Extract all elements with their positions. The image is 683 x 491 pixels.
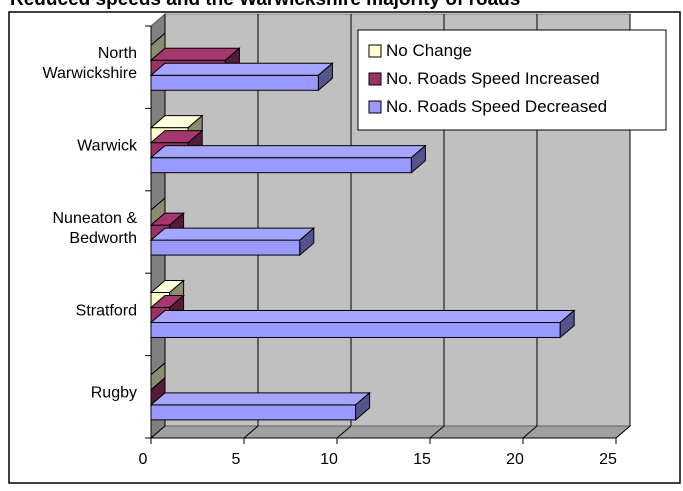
bar-0-2-side bbox=[317, 62, 333, 92]
bar-4-2-front bbox=[150, 404, 357, 421]
x-tick-label-0: 0 bbox=[139, 451, 148, 468]
chart-title: Reduced speeds and the Warwickshire majo… bbox=[10, 0, 520, 11]
bar-0-2 bbox=[149, 62, 334, 92]
x-tick-label-2: 10 bbox=[320, 451, 338, 468]
bar-0-1-top bbox=[149, 47, 241, 61]
bar-1-2 bbox=[149, 144, 427, 174]
bar-0-2-front bbox=[150, 74, 319, 91]
bar-3-2-front bbox=[150, 321, 561, 338]
gridline-floor-3 bbox=[429, 425, 445, 439]
x-tick-label-4: 20 bbox=[506, 451, 524, 468]
legend: No Change No. Roads Speed Increased No. Ro… bbox=[357, 29, 667, 131]
gridline-floor-2 bbox=[336, 425, 352, 439]
chart-border bbox=[8, 11, 681, 484]
x-tick-label-5: 25 bbox=[599, 451, 617, 468]
gridline-floor-1 bbox=[243, 425, 259, 439]
bar-3-2 bbox=[149, 309, 576, 339]
legend-swatch-2 bbox=[368, 100, 382, 114]
bar-4-2-side bbox=[355, 391, 371, 421]
legend-swatch-0 bbox=[368, 44, 382, 58]
plot-floor bbox=[149, 425, 632, 439]
bar-1-2-side bbox=[410, 144, 426, 174]
gridline-floor-5 bbox=[615, 425, 631, 439]
legend-swatch-1 bbox=[368, 72, 382, 86]
bar-2-2-side bbox=[299, 226, 315, 257]
legend-label-2: No. Roads Speed Decreased bbox=[386, 97, 607, 116]
y-category-label-2: Nuneaton & Bedworth bbox=[52, 210, 137, 247]
gridline-floor-0 bbox=[150, 425, 166, 439]
y-category-label-0: North Warwickshire bbox=[42, 45, 137, 82]
gridline-floor-4 bbox=[522, 425, 538, 439]
legend-box bbox=[357, 29, 667, 131]
bar-1-2-front bbox=[150, 157, 412, 174]
x-tick-label-3: 15 bbox=[413, 451, 431, 468]
bar-3-2-top bbox=[149, 309, 576, 323]
bar-3-2-side bbox=[559, 309, 575, 339]
bar-2-2-front bbox=[150, 239, 301, 256]
x-tick-label-1: 5 bbox=[232, 451, 241, 468]
bar-4-2-top bbox=[149, 392, 371, 406]
legend-label-0: No Change bbox=[386, 41, 472, 60]
legend-label-1: No. Roads Speed Increased bbox=[386, 69, 600, 88]
y-category-label-3: Stratford bbox=[76, 302, 137, 319]
bar-0-2-top bbox=[149, 62, 334, 76]
y-category-label-1: Warwick bbox=[77, 137, 138, 154]
bar-4-2 bbox=[149, 391, 371, 421]
bar-2-2 bbox=[149, 226, 316, 257]
y-category-label-4: Rugby bbox=[91, 385, 137, 402]
bar-2-2-top bbox=[149, 227, 316, 241]
bar-1-2-top bbox=[149, 145, 427, 159]
